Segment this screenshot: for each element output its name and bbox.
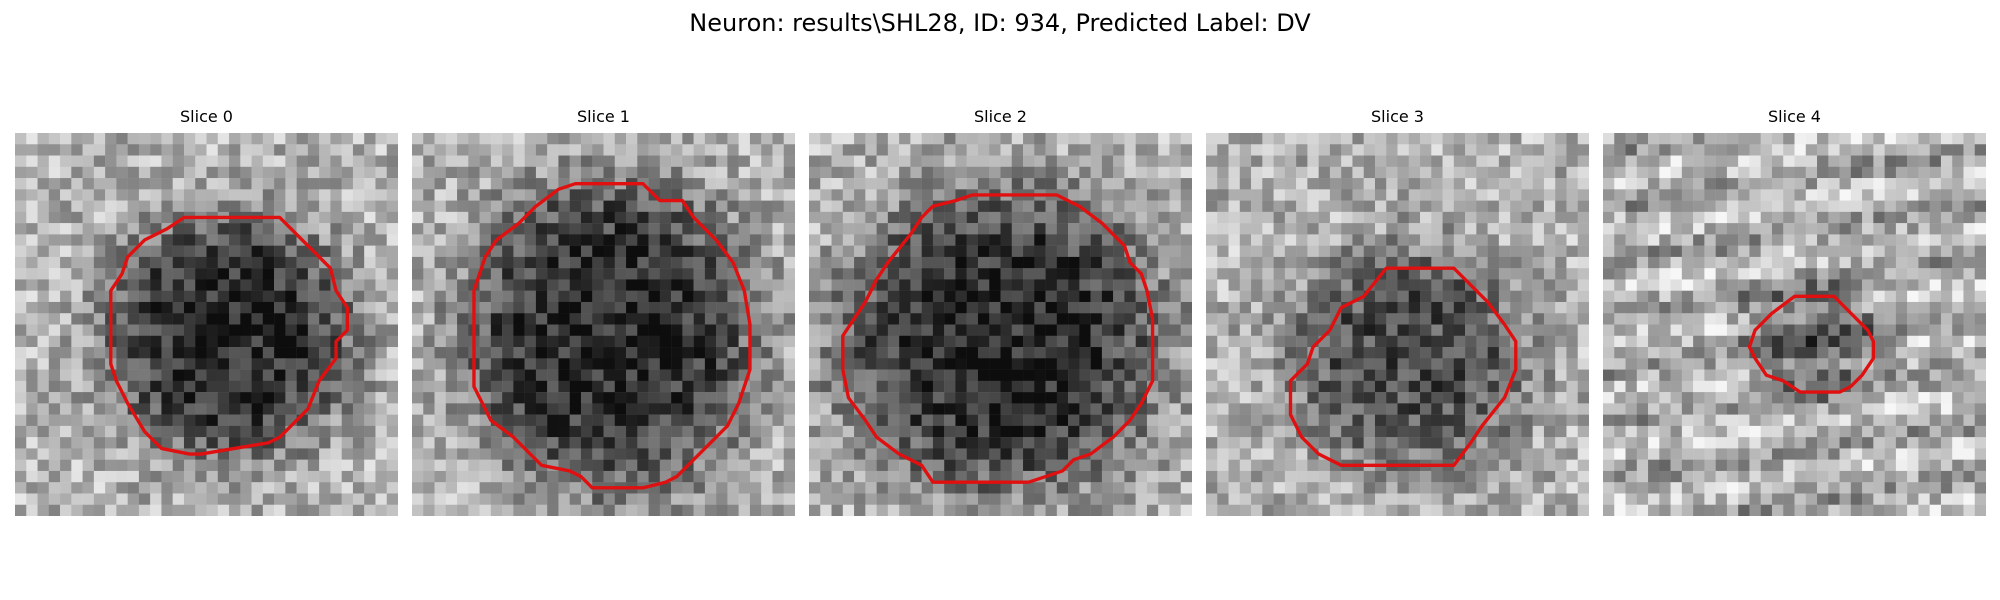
- figure-title: Neuron: results\SHL28, ID: 934, Predicte…: [689, 9, 1311, 37]
- slice-title-3: Slice 3: [1371, 107, 1424, 126]
- slice-title-1: Slice 1: [577, 107, 630, 126]
- slice-panel-3: Slice 3: [1206, 107, 1589, 516]
- roi-contour-3: [1288, 266, 1518, 467]
- slice-title-0: Slice 0: [180, 107, 233, 126]
- slice-title-2: Slice 2: [974, 107, 1027, 126]
- pixel-grid-2: [809, 133, 1192, 516]
- pixel-grid-3: [1206, 133, 1589, 516]
- roi-contour-0: [109, 215, 349, 456]
- slice-image-2: [809, 133, 1192, 516]
- slice-panel-4: Slice 4: [1603, 107, 1986, 516]
- roi-contour-4: [1747, 294, 1876, 394]
- roi-contour-1: [472, 182, 752, 490]
- slice-image-4: [1603, 133, 1986, 516]
- slice-panel-0: Slice 0: [15, 107, 398, 516]
- slice-image-1: [412, 133, 795, 516]
- slice-panel-1: Slice 1: [412, 107, 795, 516]
- pixel-grid-0: [15, 133, 398, 516]
- slice-panel-2: Slice 2: [809, 107, 1192, 516]
- slice-image-3: [1206, 133, 1589, 516]
- slice-title-4: Slice 4: [1768, 107, 1821, 126]
- pixel-grid-1: [412, 133, 795, 516]
- roi-contour-2: [841, 193, 1155, 484]
- pixel-grid-4: [1603, 133, 1986, 516]
- slice-image-0: [15, 133, 398, 516]
